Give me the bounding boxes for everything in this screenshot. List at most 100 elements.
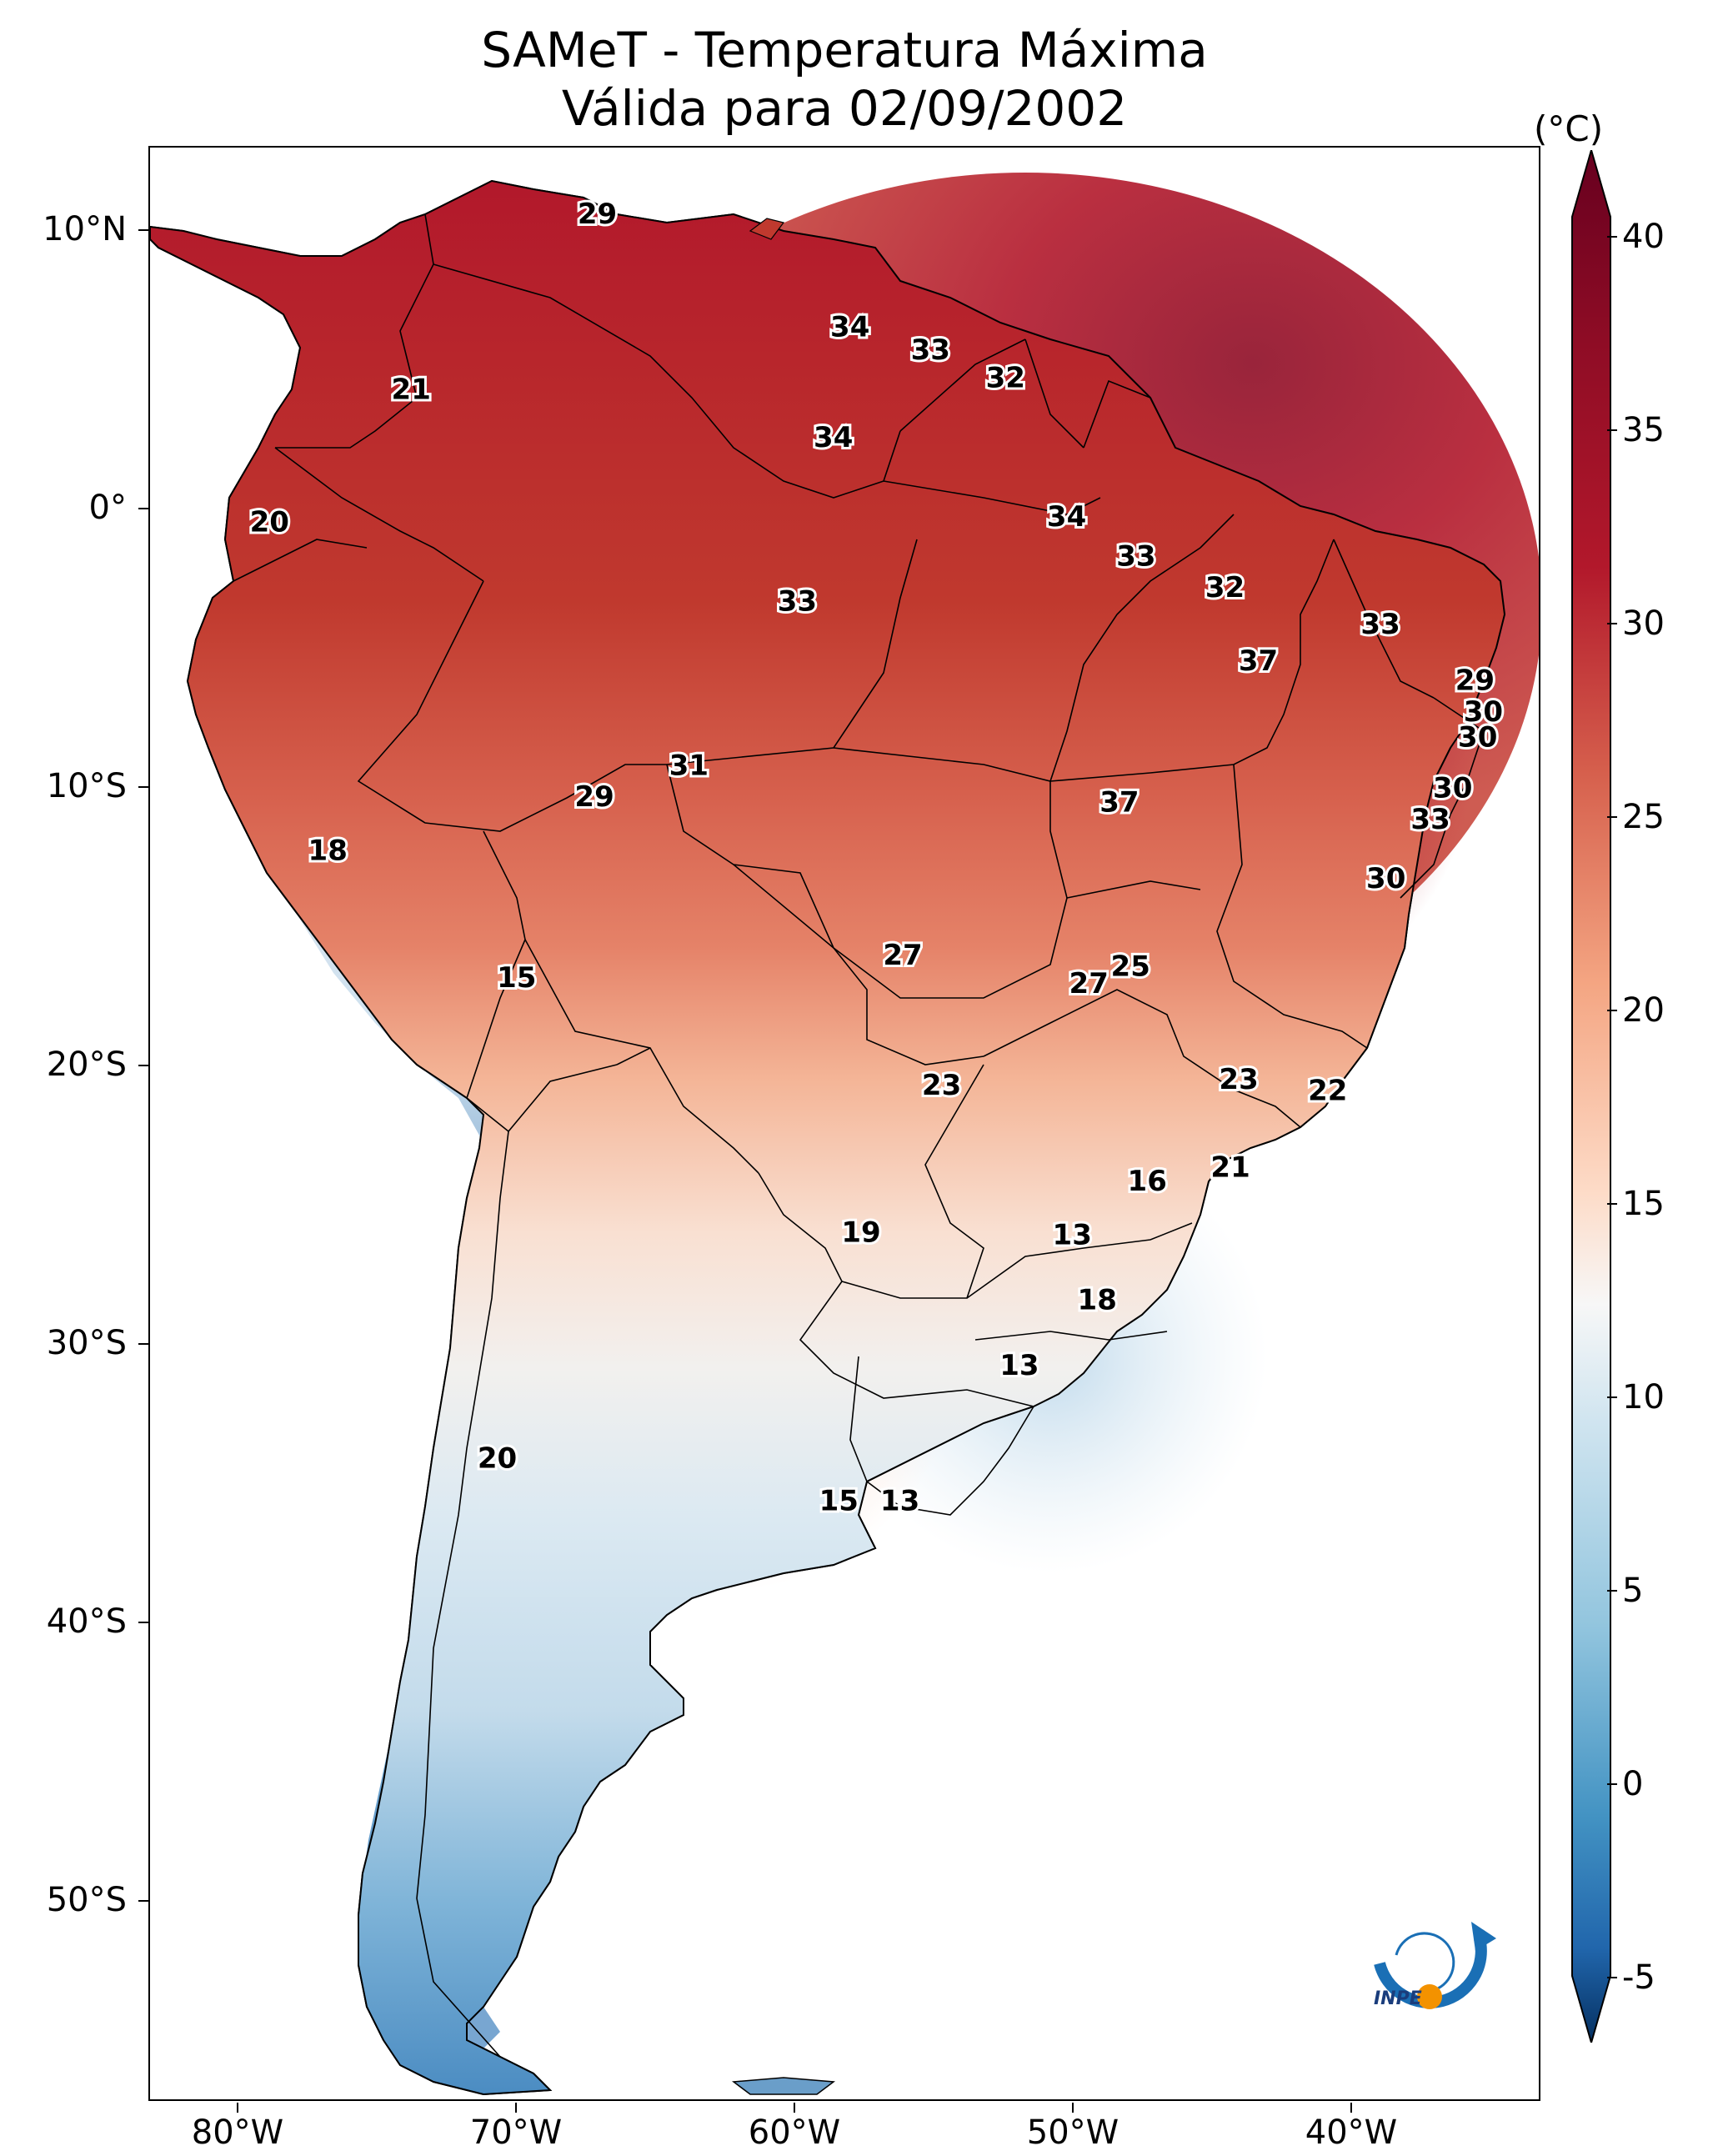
country-borders	[233, 213, 1485, 2058]
border-colombia-peru	[274, 447, 484, 582]
contour-label: 31	[669, 750, 709, 783]
lat-label-10S: 10°S	[46, 767, 127, 805]
contour-label: 30	[1458, 721, 1497, 755]
lat-tick	[138, 508, 148, 509]
contour-label: 33	[1116, 539, 1155, 573]
contour-label: 29	[1455, 664, 1495, 698]
contour-label: 33	[1410, 803, 1450, 836]
colorbar-label-35: 35	[1622, 411, 1665, 449]
contour-label: 19	[841, 1216, 880, 1249]
border-brazil-pa-mt	[833, 514, 1235, 782]
contour-label: 30	[1464, 695, 1503, 729]
contour-label: 21	[1210, 1151, 1250, 1184]
contour-label: 37	[1239, 644, 1278, 678]
border-brazil-sc-rs	[974, 1331, 1168, 1341]
lon-label-60W: 60°W	[748, 2113, 841, 2152]
border-brazil-ne-states	[1400, 697, 1485, 899]
lon-tick	[794, 2103, 795, 2113]
colorbar-label-neg5: -5	[1622, 1958, 1655, 1997]
colorbar-label-10: 10	[1622, 1378, 1665, 1416]
border-guyana-brazil	[899, 338, 1026, 432]
colorbar	[1571, 150, 1611, 2043]
border-brazil-mt-go	[733, 781, 1068, 999]
colorbar-tick	[1607, 429, 1617, 431]
contour-label: 37	[1099, 786, 1139, 820]
contour-label: 16	[1128, 1165, 1167, 1198]
logo-arrow	[1471, 1922, 1496, 1951]
border-brazil-rr-pa	[883, 480, 1101, 515]
chart-title-line2: Válida para 02/09/2002	[561, 80, 1128, 137]
lon-label-40W: 40°W	[1305, 2113, 1398, 2152]
inpe-logo	[1374, 1922, 1496, 2009]
contour-label: 15	[819, 1485, 859, 1518]
contour-label: 20	[250, 506, 289, 539]
contour-label: 29	[574, 780, 614, 814]
colorbar-tick	[1607, 1590, 1617, 1592]
border-brazil-pr-sc	[966, 1222, 1193, 1299]
logo-orbit	[1395, 1932, 1455, 1990]
border-ecuador-peru	[233, 539, 368, 582]
border-peru-brazil	[357, 580, 667, 832]
lat-label-20S: 20°S	[46, 1045, 127, 1084]
lat-label-40S: 40°S	[46, 1602, 127, 1641]
colorbar-tick	[1607, 1203, 1617, 1205]
colorbar-tick	[1607, 1396, 1617, 1398]
lat-label-30S: 30°S	[46, 1324, 127, 1362]
contour-label: 21	[392, 373, 431, 406]
colorbar-label-25: 25	[1622, 798, 1665, 836]
border-uruguay	[849, 1356, 1034, 1516]
contour-label: 33	[1360, 608, 1400, 641]
border-bolivia-paraguay	[524, 939, 759, 1174]
contour-label: 22	[1308, 1075, 1347, 1108]
border-brazil-go-mg	[1066, 880, 1201, 899]
contour-label: 29	[578, 198, 617, 231]
colorbar-label-40: 40	[1622, 218, 1665, 256]
lat-tick	[138, 229, 148, 231]
lon-tick	[515, 2103, 517, 2113]
colorbar-tick	[1607, 1783, 1617, 1785]
lon-label-70W: 70°W	[469, 2113, 563, 2152]
logo-sun	[1417, 1984, 1442, 2009]
contour-label: 18	[1078, 1284, 1117, 1317]
colorbar-label-20: 20	[1622, 991, 1665, 1030]
contour-label: 23	[1219, 1063, 1258, 1096]
lat-tick	[138, 1065, 148, 1066]
lat-label-50S: 50°S	[46, 1881, 127, 1919]
colorbar-label-5: 5	[1622, 1572, 1644, 1610]
lat-tick	[138, 1622, 148, 1623]
lon-label-80W: 80°W	[191, 2113, 284, 2152]
lon-tick	[1072, 2103, 1074, 2113]
contour-label: 34	[814, 421, 853, 454]
contour-label: 32	[1205, 571, 1245, 604]
contour-label: 13	[880, 1485, 919, 1518]
contour-label: 15	[497, 961, 536, 995]
logo-swoosh	[1374, 1937, 1487, 2008]
border-argentina-bolivia	[616, 1047, 651, 1065]
lat-tick	[138, 786, 148, 788]
colorbar-body	[1571, 150, 1611, 2043]
border-brazil-am-pa	[666, 539, 918, 765]
lat-tick	[138, 1900, 148, 1902]
border-paraguay	[758, 1064, 984, 1299]
colorbar-tick	[1607, 1010, 1617, 1011]
contour-label: 30	[1366, 862, 1405, 895]
lon-tick	[237, 2103, 238, 2113]
colorbar-label-30: 30	[1622, 604, 1665, 643]
border-brazil-to-ba	[1049, 539, 1335, 782]
contour-label: 34	[830, 311, 869, 344]
border-venezuela-brazil	[433, 263, 901, 499]
lon-label-50W: 50°W	[1026, 2113, 1119, 2152]
colorbar-unit: (°C)	[1534, 108, 1604, 149]
border-brazil-pi-ce	[1333, 539, 1435, 699]
contour-label: 34	[1047, 500, 1086, 534]
contour-label: 27	[1069, 967, 1109, 1000]
border-brazil-ba-mg	[1216, 764, 1368, 1049]
falkland-islands	[731, 2077, 836, 2095]
contour-label: 30	[1433, 772, 1472, 805]
border-chile-argentina	[416, 1131, 509, 2058]
border-guianas	[1083, 379, 1151, 449]
trinidad-island	[749, 218, 785, 240]
colorbar-tick	[1607, 236, 1617, 238]
